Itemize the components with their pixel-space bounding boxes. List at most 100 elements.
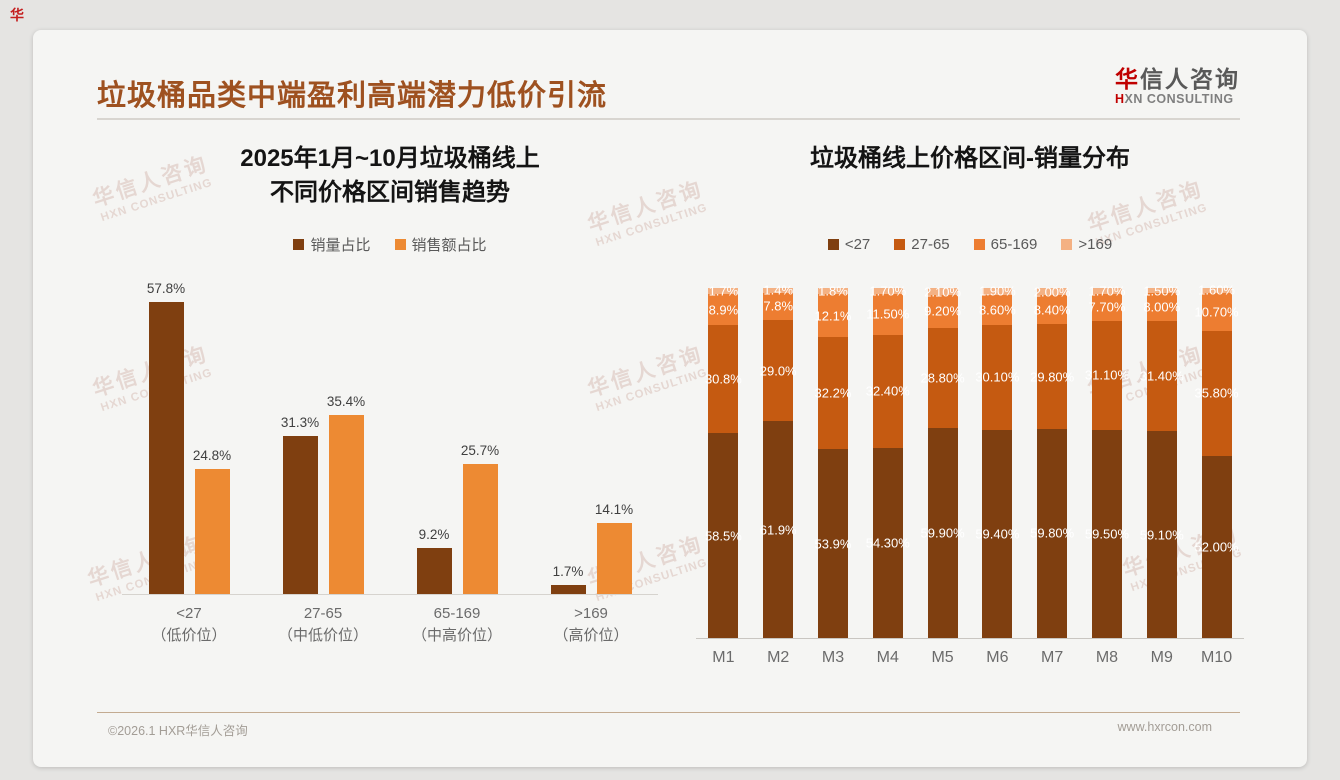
legend-label: 27-65 [911,235,950,253]
segment-<27: 59.10% [1140,431,1184,638]
x-axis-label: M6 [986,649,1009,666]
segment->169: 2.00% [1034,284,1071,299]
segment-27-65: 30.10% [975,324,1019,431]
right-chart-plot-area: 58.5% 30.8% 8.9% 1.7% 61.9% 29.0% 7.8% 1.4% 53.9… [696,283,1244,639]
segment-value-label: 29.80% [1030,369,1075,385]
segment-27-65: 35.80% [1195,330,1239,456]
bar-value-label: 9.2% [418,526,450,542]
segment-27-65: 29.80% [1030,324,1074,429]
segment-value-label: 52.00% [1194,539,1239,555]
segment-<27: 59.50% [1085,429,1129,638]
segment-value-label: 59.80% [1030,525,1075,541]
legend-item: 销售额占比 [394,234,487,255]
segment-27-65: 29.0% [760,319,797,422]
legend-item: 27-65 [894,235,950,253]
page-title: 垃圾桶品类中端盈利高端潜力低价引流 [97,80,608,112]
segment-value-label: 2.00% [1033,284,1071,300]
segment-<27: 61.9% [760,421,797,638]
x-axis-label-main: <27 [176,605,202,622]
segment-value-label: 58.5% [704,528,742,544]
segment-<27: 59.80% [1030,428,1074,638]
legend-label: <27 [844,235,871,253]
x-axis-label-sub: （低价位） [151,627,227,644]
bar-wrap: 1.7% [550,564,586,594]
right-chart-x-axis: M1 M2 M3 M4 M5 M6 M7 M8 M9 M10 [696,649,1244,667]
left-chart-plot-area: 57.8% 24.8% 31.3% 35.4% 9.2% 25.7% 1.7% 14.1% [122,281,658,595]
segment-65-169: 11.50% [866,294,909,335]
bar-wrap: 24.8% [193,448,231,594]
segment-value-label: 1.60% [1198,282,1235,298]
x-axis-label: M1 [712,649,735,666]
segment->169: 1.50% [1143,283,1180,298]
segment-value-label: 1.70% [1088,283,1126,299]
segment-65-169: 7.8% [763,292,794,320]
x-axis-label: M4 [876,649,899,666]
bar-wrap: 25.7% [461,443,499,594]
stacked-bar-M9: 59.10% 31.40% 8.00% 1.50% [1140,283,1184,638]
stacked-bar-M8: 59.50% 31.10% 7.70% 1.70% [1085,284,1129,638]
segment->169: 1.8% [817,284,848,299]
segment-value-label: 31.40% [1139,368,1184,384]
x-axis-label: M10 [1201,649,1233,666]
stacked-bar-chart: 垃圾桶线上价格区间-销量分布 <27 27-65 65-169 >169 58.5% 3… [690,142,1250,667]
bar-wrap: 14.1% [595,502,633,594]
company-logo: 华信人咨询 HXN CONSULTING [1115,66,1240,106]
segment-value-label: 7.70% [1088,299,1126,315]
segment-65-169: 8.00% [1143,293,1180,322]
x-axis-label: >169 （高价位） [526,603,656,647]
segment-<27: 58.5% [705,433,742,638]
segment-<27: 59.40% [975,430,1019,638]
segment->169: 1.90% [979,284,1016,299]
left-chart-title: 2025年1月~10月垃圾桶线上 不同价格区间销售趋势 [240,145,540,206]
bar->169 [596,522,632,594]
segment-65-169: 8.60% [979,294,1016,325]
bar-27-65 [328,415,364,594]
bar-value-label: 1.7% [552,564,584,580]
segment->169: 2.10% [924,284,961,299]
logo-chinese-text: 华信人咨询 [1115,66,1240,92]
footer-divider [97,712,1240,713]
legend-item: 65-169 [973,236,1037,253]
x-axis-label: M8 [1095,649,1119,666]
x-axis-label: M2 [767,649,790,666]
left-chart-x-axis: <27 （低价位） 27-65 （中低价位） 65-169 （中高价位） >169 （高价位） [122,603,658,647]
segment-65-169: 7.70% [1089,293,1125,321]
segment-value-label: 1.70% [869,283,907,299]
legend-swatch [394,238,406,250]
stacked-bar-M5: 59.90% 28.80% 9.20% 2.10% [921,284,965,638]
segment-value-label: 1.8% [818,283,848,299]
legend-swatch [1061,238,1073,250]
segment-value-label: 9.20% [924,303,962,319]
stacked-bar-M3: 53.9% 32.2% 12.1% 1.8% [815,284,851,638]
segment-value-label: 35.80% [1194,385,1239,401]
segment-value-label: 32.2% [814,385,852,401]
bar-value-label: 25.7% [460,443,500,459]
x-axis-label: 65-169 （中高价位） [392,603,522,647]
stacked-bar-M4: 54.30% 32.40% 11.50% 1.70% [866,284,910,638]
legend-label: >169 [1078,235,1113,253]
segment->169: 1.7% [708,284,739,299]
segment-value-label: 12.1% [814,308,852,323]
segment-value-label: 30.8% [704,371,742,387]
segment->169: 1.70% [869,284,906,299]
corner-logo-mark: 华 [10,7,24,23]
segment-27-65: 32.2% [815,336,851,450]
footer-website: www.hxrcon.com [1117,720,1212,734]
segment-value-label: 54.30% [865,535,910,551]
segment-value-label: 59.40% [975,526,1020,542]
bar-<27 [194,468,230,594]
legend-swatch [827,238,839,250]
x-axis-label: M7 [1041,649,1064,666]
x-axis-label: <27 （低价位） [124,603,254,647]
segment-27-65: 32.40% [866,334,910,448]
segment-value-label: 7.8% [763,298,794,314]
x-axis-label-main: >169 [574,605,608,622]
segment-value-label: 8.9% [708,302,739,318]
bar-<27 [148,302,184,594]
bar-wrap: 35.4% [327,394,365,594]
segment-value-label: 59.10% [1139,527,1184,543]
segment-65-169: 8.9% [708,294,739,326]
legend-item: 销量占比 [293,234,371,255]
segment->169: 1.60% [1198,283,1235,298]
segment-value-label: 1.7% [708,283,739,299]
